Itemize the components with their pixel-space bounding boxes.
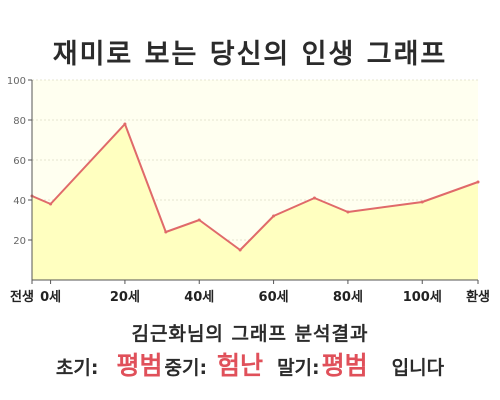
x-tick-label: 100세 — [403, 290, 442, 305]
data-point — [476, 180, 480, 184]
data-point — [420, 200, 424, 204]
data-point — [238, 248, 242, 252]
early-label: 초기: — [55, 357, 99, 379]
mid-value: 험난 — [217, 351, 264, 380]
x-tick-label: 80세 — [333, 290, 363, 305]
data-point — [312, 196, 316, 200]
y-tick-label: 100 — [7, 76, 26, 87]
x-tick-label: 0세 — [40, 290, 61, 305]
analysis-summary: 초기: 평범 중기: 험난 말기: 평범 입니다 — [0, 346, 500, 382]
data-point — [272, 214, 276, 218]
data-point — [346, 210, 350, 214]
page-title: 재미로 보는 당신의 인생 그래프 — [52, 39, 448, 70]
y-tick-label: 60 — [13, 156, 26, 167]
y-tick-label: 80 — [13, 116, 26, 127]
x-tick-label: 40세 — [184, 290, 214, 305]
data-point — [49, 202, 53, 206]
x-tick-label: 전생 — [10, 289, 34, 305]
series-area — [32, 124, 478, 280]
mid-label: 중기: — [164, 357, 208, 379]
y-tick-label: 20 — [13, 236, 26, 247]
summary-ending: 입니다 — [391, 357, 445, 379]
analysis-result-title: 김근화님의 그래프 분석결과 — [131, 323, 369, 345]
data-point — [164, 230, 168, 234]
late-label: 말기: — [277, 357, 320, 379]
y-tick-label: 40 — [13, 196, 26, 207]
x-tick-label: 20세 — [110, 290, 140, 305]
early-value: 평범 — [116, 351, 163, 380]
data-point — [123, 122, 127, 126]
x-tick-label: 60세 — [259, 290, 289, 305]
late-value: 평범 — [321, 351, 368, 380]
data-point — [197, 218, 201, 222]
x-tick-label: 환생 — [466, 289, 490, 305]
